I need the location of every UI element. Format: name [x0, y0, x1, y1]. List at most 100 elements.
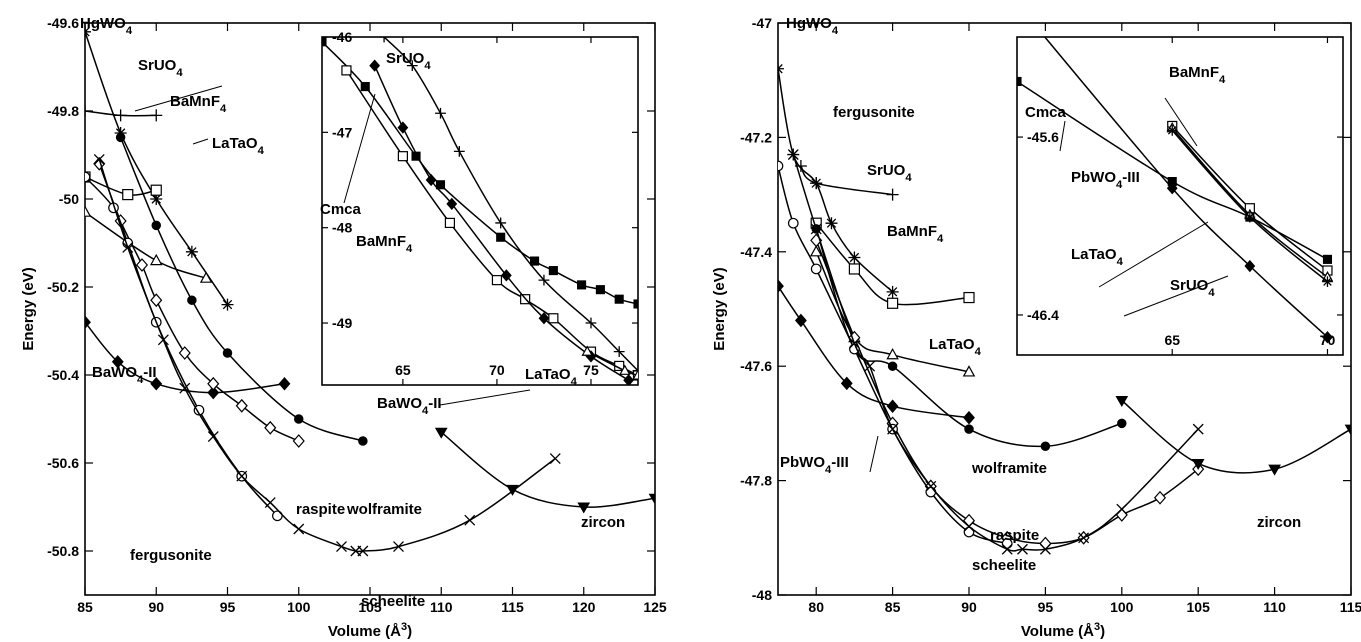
scheelite-point: [1039, 543, 1051, 555]
right-x-axis-label: Volume (Å3): [1021, 621, 1105, 640]
hgwo4-point: [848, 251, 861, 264]
latao4-point: [149, 253, 163, 266]
left-inset-label-cmca: Cmca: [320, 201, 362, 218]
scheelite-point: [464, 514, 476, 526]
cmca-point: [614, 294, 624, 304]
wolframite-point: [222, 348, 233, 358]
bamnf4-point: [963, 291, 975, 304]
right-annotation-pointer: [869, 435, 879, 473]
left-inset-label-sruo4: SrUO4: [386, 50, 431, 72]
right-inset-label-pbwo4-iii: PbWO4-III: [1071, 169, 1140, 191]
hgwo4-point: [221, 298, 234, 311]
wolframite-point: [887, 361, 898, 371]
right-inset-x-tick-label: 65: [1164, 332, 1180, 348]
left-inset-series-cmca: [322, 37, 638, 309]
pbwo4-iii-point: [886, 399, 899, 413]
right-line-latao4: [815, 251, 970, 373]
left-label-wolframite: wolframite: [346, 501, 422, 518]
left-x-tick-label: 120: [572, 599, 596, 615]
left-y-tick-label: -50.4: [47, 367, 79, 383]
left-line-zircon: [440, 431, 655, 508]
right-chart: 80 85 90 95 100 105 110 115 -47 -47.2 -47.4 -47.6 -4…: [711, 15, 1361, 640]
raspite-point: [135, 258, 149, 272]
right-y-axis-label: Energy (eV): [711, 267, 728, 350]
left-inset-y-tick-label: -47: [332, 124, 352, 140]
right-y-tick-label: -48: [752, 587, 772, 603]
scheelite-point: [925, 480, 937, 492]
left-series-scheelite: [93, 153, 561, 557]
right-y-tick-label: -47.2: [740, 129, 772, 145]
left-y-tick-label: -50: [59, 191, 79, 207]
left-series-bawo4-ii: [85, 315, 291, 400]
right-label-wolframite: wolframite: [971, 460, 1047, 477]
right-inset-line-sruo4: [1043, 37, 1329, 338]
left-y-tick-label: -50.6: [47, 455, 79, 471]
scheelite-point: [93, 153, 105, 165]
scheelite-point: [393, 541, 404, 553]
zircon-point: [1268, 464, 1281, 476]
cmca-point: [595, 285, 605, 295]
left-y-tick-label: -50.2: [47, 279, 79, 295]
left-inset-y-tick-label: -46: [332, 29, 352, 45]
scheelite-point: [264, 497, 276, 509]
right-line-fergusonite: [778, 165, 1008, 545]
right-series-zircon: [1115, 396, 1351, 476]
sruo4-point: [406, 60, 418, 72]
right-inset-y-tick-label: -46.4: [1027, 307, 1059, 323]
left-inset-label-bamnf4: BaMnF4: [356, 233, 413, 255]
left-label-latao4: LaTaO4: [212, 135, 265, 157]
cmca-point: [435, 180, 446, 190]
cmca-point: [496, 232, 506, 242]
bawo4-ii-point: [278, 377, 291, 391]
fergusonite-point: [925, 486, 937, 498]
left-label-fergusonite: fergusonite: [130, 547, 212, 564]
right-y-tick-label: -47.6: [740, 358, 772, 374]
right-inset-plot-area: [1017, 37, 1334, 344]
bawo4-ii-point: [207, 385, 220, 400]
right-x-tick-label: 105: [1187, 599, 1211, 615]
sruo4-point: [810, 177, 823, 190]
latao4-point: [962, 365, 976, 377]
left-x-tick-label: 85: [77, 599, 93, 615]
zircon-point: [1191, 458, 1205, 470]
left-inset-y-tick-label: -49: [332, 315, 352, 331]
right-series-bamnf4: [810, 217, 975, 309]
scheelite-point: [1017, 543, 1028, 555]
scheelite-point: [549, 453, 561, 465]
bamnf4-point: [122, 189, 134, 201]
wolframite-point: [115, 132, 126, 143]
sruo4-point: [114, 109, 127, 122]
left-inset-x-tick-label: 70: [489, 362, 505, 378]
raspite-point: [1153, 490, 1167, 505]
right-line-wolframite: [815, 228, 1123, 448]
scheelite-point: [887, 423, 899, 435]
pbwo4-iii-point: [1244, 211, 1256, 223]
wolframite-point: [1040, 441, 1051, 452]
left-series-sruo4: [85, 105, 163, 122]
scheelite-point: [293, 523, 305, 535]
left-x-tick-label: 95: [220, 599, 236, 615]
wolframite-point: [358, 436, 368, 446]
left-x-tick-label: 100: [287, 599, 311, 615]
fergusonite-point: [778, 160, 784, 172]
sruo4-point: [613, 346, 625, 358]
right-inset-series-pbwo4-iii: [1166, 124, 1333, 288]
latao4-point: [886, 348, 899, 360]
left-y-tick-label: -49.8: [47, 103, 79, 119]
latao4-point: [809, 245, 823, 257]
left-y-axis-label: Energy (eV): [20, 267, 37, 350]
right-label-bamnf4: BaMnF4: [887, 223, 944, 245]
hgwo4-point: [150, 193, 163, 205]
right-y-tick-label: -47: [752, 15, 772, 31]
right-series-sruo4: [794, 160, 899, 201]
right-label-fergusonite: fergusonite: [833, 104, 915, 121]
left-label-bawo4-ii: BaWO4-II: [92, 364, 157, 386]
scheelite-point: [864, 360, 876, 372]
cmca-point: [322, 37, 327, 47]
wolframite-point: [1117, 418, 1127, 429]
fergusonite-point: [85, 171, 91, 183]
scheelite-point: [236, 470, 248, 482]
right-x-tick-label: 95: [1038, 599, 1054, 615]
right-inset-series-sruo4: [1043, 37, 1333, 344]
